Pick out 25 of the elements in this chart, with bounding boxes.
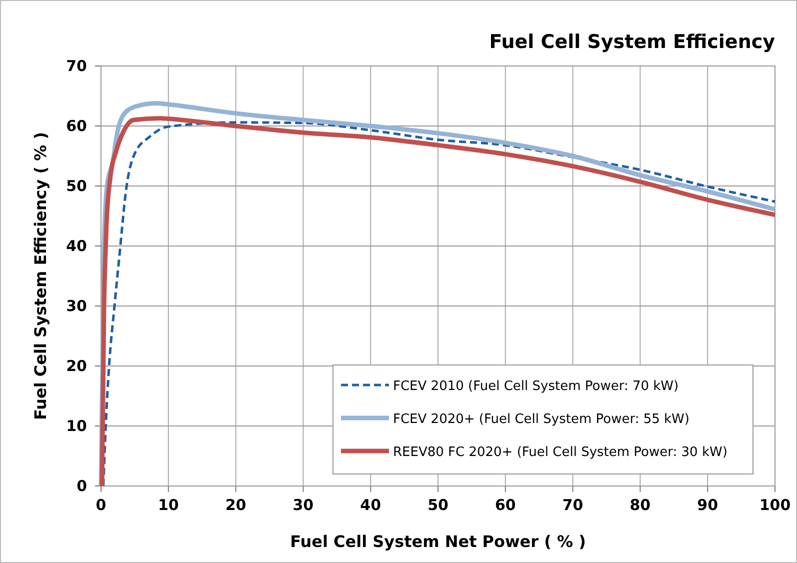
- y-tick-label: 10: [66, 417, 87, 435]
- legend-label: FCEV 2020+ (Fuel Cell System Power: 55 kW): [393, 412, 690, 427]
- y-tick-label: 0: [76, 477, 87, 495]
- y-tick-label: 20: [66, 357, 87, 375]
- y-tick-label: 40: [66, 237, 87, 255]
- chart-title: Fuel Cell System Efficiency: [489, 31, 776, 53]
- y-tick-label: 30: [66, 297, 87, 315]
- x-tick-label: 20: [225, 496, 246, 514]
- y-tick-label: 60: [66, 117, 87, 135]
- y-tick-label: 70: [66, 57, 87, 75]
- x-tick-label: 30: [292, 496, 314, 514]
- legend-label: REEV80 FC 2020+ (Fuel Cell System Power: 30 kW): [393, 445, 728, 460]
- x-axis-title: Fuel Cell System Net Power ( % ): [290, 532, 586, 551]
- x-tick-label: 0: [96, 496, 106, 514]
- x-tick-label: 50: [428, 496, 448, 514]
- y-axis-title: Fuel Cell System Efficiency ( % ): [31, 132, 50, 420]
- x-tick-label: 80: [630, 496, 651, 514]
- x-tick-label: 60: [494, 496, 516, 514]
- legend-label: FCEV 2010 (Fuel Cell System Power: 70 kW): [393, 379, 679, 394]
- x-tick-label: 40: [360, 496, 382, 514]
- x-tick-label: 100: [759, 496, 791, 514]
- x-tick-label: 70: [562, 496, 584, 514]
- x-tick-label: 90: [697, 496, 718, 514]
- y-tick-label: 50: [66, 177, 87, 195]
- x-tick-label: 10: [158, 496, 179, 514]
